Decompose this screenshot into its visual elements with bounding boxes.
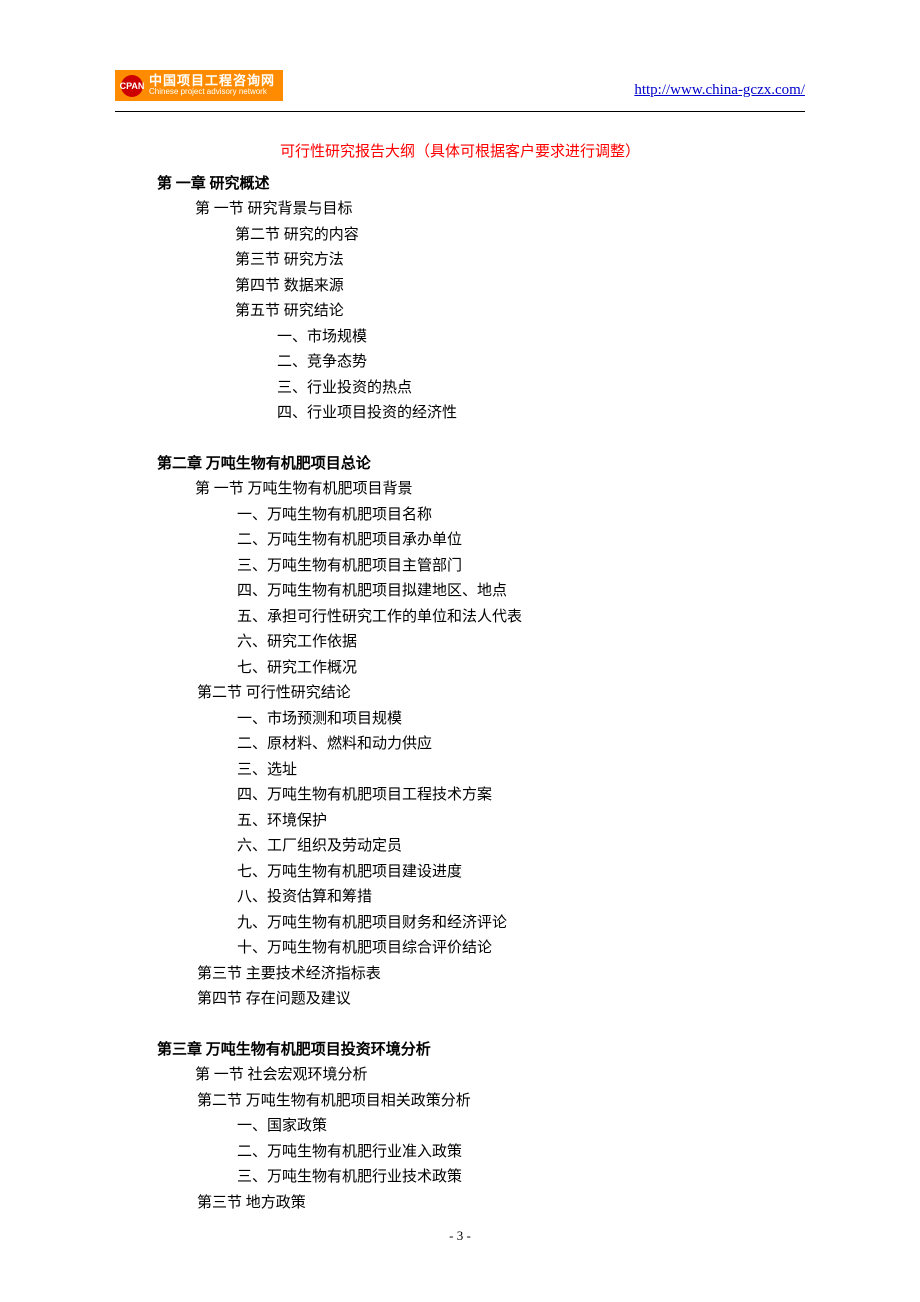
ch2-s2-item-10: 十、万吨生物有机肥项目综合评价结论 — [237, 936, 805, 962]
ch2-section-2: 第二节 可行性研究结论 — [197, 681, 805, 707]
logo-title-en: Chinese project advisory network — [149, 88, 275, 97]
ch2-section-3: 第三节 主要技术经济指标表 — [197, 962, 805, 988]
ch2-s2-item-3: 三、选址 — [237, 758, 805, 784]
ch3-section-1: 第 一节 社会宏观环境分析 — [195, 1063, 805, 1089]
chapter-1-title: 第 一章 研究概述 — [157, 172, 805, 198]
outline-title: 可行性研究报告大纲（具体可根据客户要求进行调整） — [115, 140, 805, 166]
ch1-s5-item-4: 四、行业项目投资的经济性 — [277, 401, 805, 427]
header-divider — [115, 111, 805, 112]
header-url-link[interactable]: http://www.china-gczx.com/ — [634, 82, 805, 101]
page-header: CPAN 中国项目工程咨询网 Chinese project advisory … — [115, 70, 805, 101]
ch1-s5-item-3: 三、行业投资的热点 — [277, 376, 805, 402]
ch2-s2-item-4: 四、万吨生物有机肥项目工程技术方案 — [237, 783, 805, 809]
ch2-s1-item-5: 五、承担可行性研究工作的单位和法人代表 — [237, 605, 805, 631]
site-logo: CPAN 中国项目工程咨询网 Chinese project advisory … — [115, 70, 283, 101]
ch1-s5-item-1: 一、市场规模 — [277, 325, 805, 351]
ch3-s2-item-2: 二、万吨生物有机肥行业准入政策 — [237, 1140, 805, 1166]
ch2-s1-item-3: 三、万吨生物有机肥项目主管部门 — [237, 554, 805, 580]
ch1-s5-item-2: 二、竞争态势 — [277, 350, 805, 376]
ch2-s2-item-8: 八、投资估算和筹措 — [237, 885, 805, 911]
page-number: - 3 - — [0, 1228, 920, 1244]
ch2-s2-item-2: 二、原材料、燃料和动力供应 — [237, 732, 805, 758]
ch2-s1-item-2: 二、万吨生物有机肥项目承办单位 — [237, 528, 805, 554]
ch2-s2-item-1: 一、市场预测和项目规模 — [237, 707, 805, 733]
chapter-2-title: 第二章 万吨生物有机肥项目总论 — [157, 452, 805, 478]
ch2-s1-item-6: 六、研究工作依据 — [237, 630, 805, 656]
logo-badge-icon: CPAN — [121, 75, 143, 97]
ch2-section-1: 第 一节 万吨生物有机肥项目背景 — [195, 477, 805, 503]
ch1-section-5: 第五节 研究结论 — [235, 299, 805, 325]
chapter-3-title: 第三章 万吨生物有机肥项目投资环境分析 — [157, 1038, 805, 1064]
ch3-section-2: 第二节 万吨生物有机肥项目相关政策分析 — [197, 1089, 805, 1115]
ch2-s1-item-7: 七、研究工作概况 — [237, 656, 805, 682]
ch2-section-4: 第四节 存在问题及建议 — [197, 987, 805, 1013]
ch3-section-3: 第三节 地方政策 — [197, 1191, 805, 1217]
ch1-section-1: 第 一节 研究背景与目标 — [195, 197, 805, 223]
ch1-section-2: 第二节 研究的内容 — [235, 223, 805, 249]
ch2-s2-item-7: 七、万吨生物有机肥项目建设进度 — [237, 860, 805, 886]
ch1-section-3: 第三节 研究方法 — [235, 248, 805, 274]
ch2-s1-item-4: 四、万吨生物有机肥项目拟建地区、地点 — [237, 579, 805, 605]
document-body: 可行性研究报告大纲（具体可根据客户要求进行调整） 第 一章 研究概述 第 一节 … — [115, 140, 805, 1216]
ch3-s2-item-3: 三、万吨生物有机肥行业技术政策 — [237, 1165, 805, 1191]
ch2-s2-item-5: 五、环境保护 — [237, 809, 805, 835]
ch3-s2-item-1: 一、国家政策 — [237, 1114, 805, 1140]
logo-title-zh: 中国项目工程咨询网 — [149, 74, 275, 88]
ch2-s2-item-6: 六、工厂组织及劳动定员 — [237, 834, 805, 860]
ch2-s2-item-9: 九、万吨生物有机肥项目财务和经济评论 — [237, 911, 805, 937]
ch2-s1-item-1: 一、万吨生物有机肥项目名称 — [237, 503, 805, 529]
ch1-section-4: 第四节 数据来源 — [235, 274, 805, 300]
